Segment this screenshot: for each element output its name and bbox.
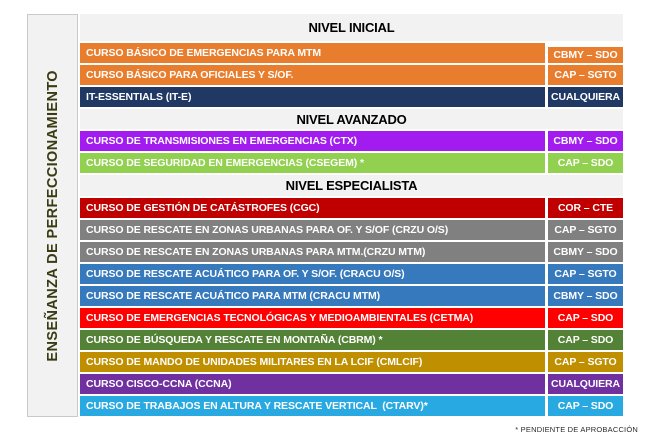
course-rank-cell: CAP – SGTO	[548, 220, 623, 240]
course-name-cell: CURSO DE RESCATE EN ZONAS URBANAS PARA M…	[80, 242, 545, 262]
approval-pending-footnote: * PENDIENTE DE APROBACCIÓN	[515, 425, 638, 434]
course-name-cell: CURSO BÁSICO DE EMERGENCIAS PARA MTM	[80, 43, 545, 63]
course-name-cell: CURSO DE BÚSQUEDA Y RESCATE EN MONTAÑA (…	[80, 330, 545, 350]
course-row: CURSO CISCO-CCNA (CCNA) CUALQUIERA	[80, 374, 623, 394]
course-name-cell: CURSO DE RESCATE ACUÁTICO PARA MTM (CRAC…	[80, 286, 545, 306]
course-name-cell: CURSO DE SEGURIDAD EN EMERGENCIAS (CSEGE…	[80, 153, 545, 173]
course-rank-cell: CBMY – SDO	[548, 286, 623, 306]
course-row: CURSO DE BÚSQUEDA Y RESCATE EN MONTAÑA (…	[80, 330, 623, 350]
course-name-cell: CURSO DE GESTIÓN DE CATÁSTROFES (CGC)	[80, 198, 545, 218]
course-rank-cell: CAP – SDO	[548, 330, 623, 350]
course-rank-cell: COR – CTE	[548, 198, 623, 218]
course-rank-cell: CBMY – SDO	[548, 43, 623, 63]
course-row: CURSO DE TRANSMISIONES EN EMERGENCIAS (C…	[80, 131, 623, 151]
section-header-nivel-avanzado: NIVEL AVANZADO	[80, 109, 623, 129]
course-rank-cell: CUALQUIERA	[548, 374, 623, 394]
section-header-nivel-inicial: NIVEL INICIAL	[80, 14, 623, 41]
course-row: CURSO DE MANDO DE UNIDADES MILITARES EN …	[80, 352, 623, 372]
course-row: CURSO DE RESCATE ACUÁTICO PARA MTM (CRAC…	[80, 286, 623, 306]
course-name-cell: IT-ESSENTIALS (IT-E)	[80, 87, 545, 107]
course-row: CURSO DE RESCATE EN ZONAS URBANAS PARA O…	[80, 220, 623, 240]
sidebar-title: ENSEÑANZA DE PERFECCIONAMIENTO	[44, 69, 61, 362]
course-name-cell: CURSO DE EMERGENCIAS TECNOLÓGICAS Y MEDI…	[80, 308, 545, 328]
course-row: CURSO BÁSICO PARA OFICIALES Y S/OF. CAP …	[80, 65, 623, 85]
course-name-cell: CURSO CISCO-CCNA (CCNA)	[80, 374, 545, 394]
course-row: CURSO DE GESTIÓN DE CATÁSTROFES (CGC) CO…	[80, 198, 623, 218]
course-rank-cell: CAP – SDO	[548, 153, 623, 173]
section-header-nivel-especialista: NIVEL ESPECIALISTA	[80, 175, 623, 196]
sidebar-title-box: ENSEÑANZA DE PERFECCIONAMIENTO	[27, 14, 78, 417]
course-row: CURSO DE EMERGENCIAS TECNOLÓGICAS Y MEDI…	[80, 308, 623, 328]
course-name-cell: CURSO DE TRANSMISIONES EN EMERGENCIAS (C…	[80, 131, 545, 151]
course-rank-cell: CAP – SGTO	[548, 65, 623, 85]
course-row: CURSO DE SEGURIDAD EN EMERGENCIAS (CSEGE…	[80, 153, 623, 173]
course-rank-cell: CBMY – SDO	[548, 131, 623, 151]
course-rank-cell: CAP – SDO	[548, 396, 623, 416]
course-table: NIVEL INICIAL CURSO BÁSICO DE EMERGENCIA…	[80, 14, 623, 416]
course-row: CURSO DE RESCATE EN ZONAS URBANAS PARA M…	[80, 242, 623, 262]
course-name-cell: CURSO DE RESCATE ACUÁTICO PARA OF. Y S/O…	[80, 264, 545, 284]
course-name-cell: CURSO DE TRABAJOS EN ALTURA Y RESCATE VE…	[80, 396, 545, 416]
course-rank-cell: CAP – SGTO	[548, 264, 623, 284]
course-name-cell: CURSO BÁSICO PARA OFICIALES Y S/OF.	[80, 65, 545, 85]
course-row: CURSO DE RESCATE ACUÁTICO PARA OF. Y S/O…	[80, 264, 623, 284]
course-name-cell: CURSO DE MANDO DE UNIDADES MILITARES EN …	[80, 352, 545, 372]
course-rank-cell: CUALQUIERA	[548, 87, 623, 107]
course-rank-cell: CAP – SGTO	[548, 352, 623, 372]
course-row: CURSO BÁSICO DE EMERGENCIAS PARA MTM CBM…	[80, 43, 623, 63]
course-row: IT-ESSENTIALS (IT-E) CUALQUIERA	[80, 87, 623, 107]
course-rank-cell: CBMY – SDO	[548, 242, 623, 262]
course-rank-cell: CAP – SDO	[548, 308, 623, 328]
course-name-cell: CURSO DE RESCATE EN ZONAS URBANAS PARA O…	[80, 220, 545, 240]
course-row: CURSO DE TRABAJOS EN ALTURA Y RESCATE VE…	[80, 396, 623, 416]
